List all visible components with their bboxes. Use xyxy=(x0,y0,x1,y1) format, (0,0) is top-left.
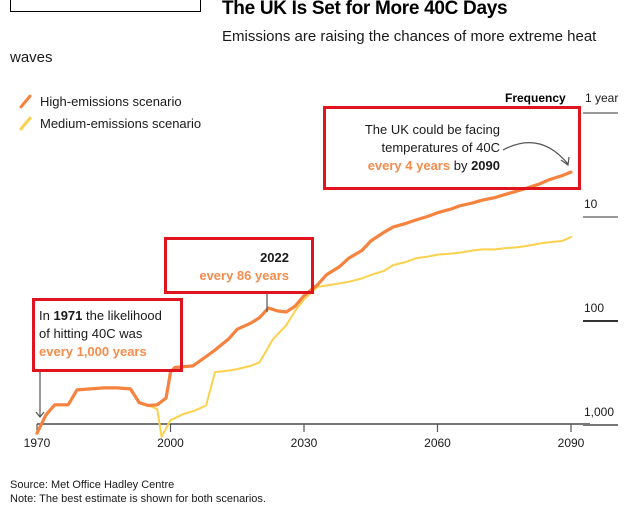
y-tick-mark xyxy=(583,320,618,322)
annotation-1971-post: the likelihood xyxy=(82,308,162,323)
method-note: Note: The best estimate is shown for bot… xyxy=(10,493,266,505)
annotation-2090-line1: The UK could be facing xyxy=(364,122,500,137)
annotation-2090-arrow xyxy=(502,142,570,167)
annotation-1971-arrow xyxy=(35,372,45,418)
annotation-2090-highlight: every 4 years xyxy=(367,158,451,173)
y-tick-label: 100 xyxy=(584,301,605,315)
y-tick-label: 1,000 xyxy=(584,405,615,419)
y-tick-mark xyxy=(583,216,618,218)
y-tick-label: 1 year xyxy=(585,91,619,105)
legend-label-medium: Medium-emissions scenario xyxy=(40,115,202,131)
x-tick-label: 2030 xyxy=(290,436,318,450)
annotation-2090: The UK could be facing temperatures of 4… xyxy=(323,106,581,190)
annotation-1971-year: 1971 xyxy=(53,308,83,323)
x-tick-label: 2090 xyxy=(557,436,585,450)
annotation-2022: 2022 every 86 years xyxy=(164,237,314,294)
series-high-emissions-line xyxy=(35,170,573,435)
x-tick-label: 1970 xyxy=(23,436,51,450)
footer: Source: Met Office Hadley Centre Note: T… xyxy=(10,478,266,506)
chart-title: The UK Is Set for More 40C Days xyxy=(222,0,508,19)
y-axis-title: Frequency xyxy=(505,91,566,105)
legend-item-medium: Medium-emissions scenario xyxy=(18,112,201,134)
annotation-1971-line2: of hitting 40C was xyxy=(39,326,143,341)
legend: High-emissions scenario Medium-emissions… xyxy=(18,90,201,134)
annotation-1971-highlight: every 1,000 years xyxy=(39,344,147,359)
annotation-1971-pre: In xyxy=(39,308,54,323)
logo-placeholder xyxy=(10,0,201,12)
chart-subtitle: Emissions are raising the chances of mor… xyxy=(10,28,597,66)
annotation-2022-year: 2022 xyxy=(260,250,289,265)
y-tick-mark xyxy=(583,112,618,114)
annotation-2090-year: 2090 xyxy=(471,158,500,173)
y-tick-mark xyxy=(583,424,618,426)
legend-label-high: High-emissions scenario xyxy=(40,93,182,109)
annotation-1971: In 1971 the likelihood of hitting 40C wa… xyxy=(32,298,183,372)
annotation-2090-mid: by xyxy=(450,158,472,173)
annotation-2022-highlight: every 86 years xyxy=(199,268,289,283)
x-tick-label: 2060 xyxy=(424,436,451,450)
source-note: Source: Met Office Hadley Centre xyxy=(10,479,175,491)
legend-item-high: High-emissions scenario xyxy=(18,90,201,112)
annotation-2090-line2: temperatures of 40C xyxy=(381,140,500,155)
y-tick-label: 10 xyxy=(584,197,598,211)
x-tick-label: 2000 xyxy=(157,436,184,450)
